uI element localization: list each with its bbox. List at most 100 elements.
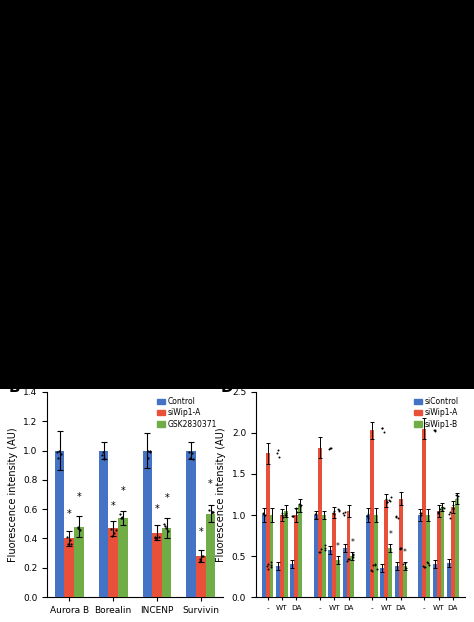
Bar — [298, 505, 302, 597]
Point — [316, 547, 324, 557]
Point — [144, 446, 152, 456]
Point — [385, 495, 393, 505]
Point — [292, 503, 300, 513]
Point — [438, 502, 446, 512]
Point — [289, 511, 296, 521]
Point — [146, 447, 154, 457]
Point — [117, 513, 125, 523]
Bar — [270, 515, 273, 597]
Point — [315, 547, 322, 557]
Point — [282, 508, 289, 518]
Point — [425, 560, 432, 570]
Point — [199, 552, 207, 562]
Bar — [196, 556, 206, 597]
Point — [289, 511, 297, 521]
Point — [396, 543, 403, 553]
Point — [267, 560, 274, 570]
Point — [118, 513, 126, 522]
Y-axis label: Fluorescence intensity (AU): Fluorescence intensity (AU) — [8, 427, 18, 562]
Bar — [276, 566, 280, 597]
Text: *: * — [388, 530, 392, 539]
Point — [371, 559, 379, 569]
Point — [75, 524, 82, 534]
Point — [379, 424, 386, 434]
Bar — [447, 563, 451, 597]
Bar — [152, 532, 162, 597]
Point — [110, 528, 118, 538]
Point — [162, 523, 169, 533]
Point — [57, 449, 64, 459]
Point — [153, 532, 160, 542]
Point — [205, 505, 212, 515]
Point — [365, 509, 372, 519]
Bar — [374, 515, 378, 597]
Point — [440, 503, 447, 513]
Bar — [322, 515, 326, 597]
Point — [330, 509, 337, 519]
Point — [164, 526, 172, 536]
Point — [278, 508, 286, 518]
Point — [446, 509, 453, 519]
Point — [312, 513, 319, 523]
Point — [349, 549, 357, 559]
Bar — [291, 564, 294, 597]
Legend: siControl, siWip1-A, siWip1-B: siControl, siWip1-A, siWip1-B — [413, 396, 461, 430]
Point — [330, 506, 338, 516]
Bar — [280, 515, 284, 597]
Bar — [426, 515, 430, 597]
Point — [392, 513, 400, 522]
Text: *: * — [77, 492, 82, 502]
Point — [185, 447, 192, 457]
Point — [66, 534, 73, 544]
Point — [387, 491, 394, 501]
Point — [279, 513, 287, 522]
Point — [402, 563, 410, 573]
Point — [431, 425, 438, 435]
Point — [349, 552, 357, 562]
Point — [396, 544, 403, 554]
Point — [264, 559, 272, 569]
Text: *: * — [336, 542, 340, 551]
Point — [64, 539, 72, 549]
Point — [335, 505, 343, 515]
Bar — [343, 548, 346, 597]
Point — [417, 508, 424, 518]
Point — [208, 507, 216, 517]
Bar — [284, 511, 288, 597]
Text: *: * — [199, 527, 203, 537]
Text: *: * — [208, 478, 213, 489]
Point — [344, 556, 351, 566]
Point — [449, 501, 457, 511]
Point — [274, 445, 282, 455]
Point — [100, 453, 108, 463]
Point — [260, 509, 267, 519]
Point — [107, 524, 115, 534]
Bar — [418, 515, 422, 597]
Bar — [395, 566, 399, 597]
Point — [189, 453, 196, 463]
Bar — [99, 450, 109, 597]
Point — [151, 532, 158, 542]
Point — [446, 513, 454, 523]
Point — [326, 443, 334, 453]
Point — [100, 447, 107, 457]
Point — [446, 507, 454, 517]
Text: *: * — [155, 504, 159, 514]
Point — [161, 519, 168, 529]
Point — [292, 504, 300, 514]
Point — [335, 506, 343, 516]
Bar — [437, 511, 440, 597]
Point — [344, 554, 351, 564]
Bar — [350, 556, 355, 597]
Point — [151, 533, 159, 543]
Point — [421, 562, 429, 572]
Text: B: B — [9, 379, 20, 394]
Point — [449, 504, 457, 514]
Bar — [314, 515, 318, 597]
Point — [187, 453, 194, 463]
Point — [372, 560, 379, 570]
Point — [317, 544, 325, 554]
Point — [76, 525, 83, 535]
Bar — [455, 499, 459, 597]
Point — [297, 500, 304, 510]
